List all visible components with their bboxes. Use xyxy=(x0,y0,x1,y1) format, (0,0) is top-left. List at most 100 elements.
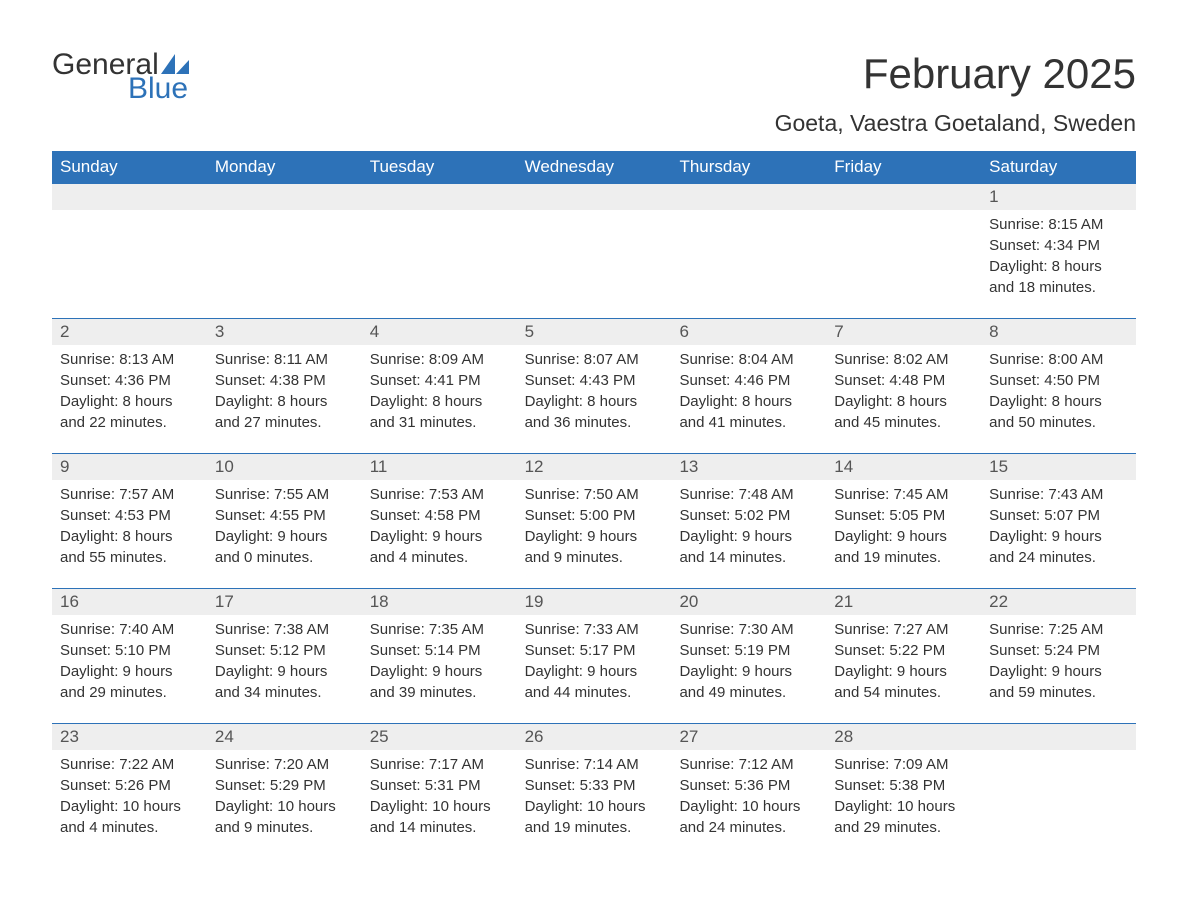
sunrise-text: Sunrise: 7:12 AM xyxy=(679,754,818,775)
daylight-text: Daylight: 9 hours and 0 minutes. xyxy=(215,526,354,568)
sunset-text: Sunset: 4:36 PM xyxy=(60,370,199,391)
day-detail xyxy=(826,210,981,318)
daylight-text: Daylight: 10 hours and 29 minutes. xyxy=(834,796,973,838)
daylight-text: Daylight: 8 hours and 36 minutes. xyxy=(525,391,664,433)
day-number: 15 xyxy=(981,454,1136,480)
sunrise-text: Sunrise: 8:04 AM xyxy=(679,349,818,370)
sunrise-text: Sunrise: 7:25 AM xyxy=(989,619,1128,640)
daylight-text: Daylight: 8 hours and 50 minutes. xyxy=(989,391,1128,433)
day-number xyxy=(207,184,362,210)
day-number xyxy=(671,184,826,210)
sunset-text: Sunset: 5:00 PM xyxy=(525,505,664,526)
sunrise-text: Sunrise: 8:02 AM xyxy=(834,349,973,370)
day-number: 3 xyxy=(207,319,362,345)
sunset-text: Sunset: 5:31 PM xyxy=(370,775,509,796)
day-number: 9 xyxy=(52,454,207,480)
day-detail: Sunrise: 7:43 AMSunset: 5:07 PMDaylight:… xyxy=(981,480,1136,588)
sunset-text: Sunset: 4:34 PM xyxy=(989,235,1128,256)
day-detail xyxy=(207,210,362,318)
day-detail: Sunrise: 7:09 AMSunset: 5:38 PMDaylight:… xyxy=(826,750,981,858)
sunrise-text: Sunrise: 8:15 AM xyxy=(989,214,1128,235)
day-number: 6 xyxy=(671,319,826,345)
day-detail: Sunrise: 7:40 AMSunset: 5:10 PMDaylight:… xyxy=(52,615,207,723)
day-detail-row: Sunrise: 7:22 AMSunset: 5:26 PMDaylight:… xyxy=(52,750,1136,858)
sunrise-text: Sunrise: 7:35 AM xyxy=(370,619,509,640)
day-number xyxy=(362,184,517,210)
day-number-row: 2345678 xyxy=(52,319,1136,345)
calendar-week: 16171819202122Sunrise: 7:40 AMSunset: 5:… xyxy=(52,588,1136,723)
sunrise-text: Sunrise: 7:45 AM xyxy=(834,484,973,505)
day-number-row: 16171819202122 xyxy=(52,589,1136,615)
daylight-text: Daylight: 8 hours and 41 minutes. xyxy=(679,391,818,433)
day-detail: Sunrise: 7:20 AMSunset: 5:29 PMDaylight:… xyxy=(207,750,362,858)
daylight-text: Daylight: 8 hours and 45 minutes. xyxy=(834,391,973,433)
day-detail: Sunrise: 8:04 AMSunset: 4:46 PMDaylight:… xyxy=(671,345,826,453)
day-number: 5 xyxy=(517,319,672,345)
weekday-header: Sunday xyxy=(52,151,207,183)
day-number: 8 xyxy=(981,319,1136,345)
day-detail: Sunrise: 7:45 AMSunset: 5:05 PMDaylight:… xyxy=(826,480,981,588)
daylight-text: Daylight: 8 hours and 27 minutes. xyxy=(215,391,354,433)
sunrise-text: Sunrise: 8:00 AM xyxy=(989,349,1128,370)
sunrise-text: Sunrise: 7:17 AM xyxy=(370,754,509,775)
day-detail xyxy=(981,750,1136,858)
sunrise-text: Sunrise: 7:14 AM xyxy=(525,754,664,775)
day-number: 23 xyxy=(52,724,207,750)
sunrise-text: Sunrise: 7:43 AM xyxy=(989,484,1128,505)
day-number-row: 9101112131415 xyxy=(52,454,1136,480)
day-number: 25 xyxy=(362,724,517,750)
daylight-text: Daylight: 10 hours and 4 minutes. xyxy=(60,796,199,838)
sunrise-text: Sunrise: 7:53 AM xyxy=(370,484,509,505)
sunset-text: Sunset: 5:10 PM xyxy=(60,640,199,661)
daylight-text: Daylight: 10 hours and 9 minutes. xyxy=(215,796,354,838)
day-number xyxy=(981,724,1136,750)
sunset-text: Sunset: 5:36 PM xyxy=(679,775,818,796)
calendar-header-row: SundayMondayTuesdayWednesdayThursdayFrid… xyxy=(52,151,1136,183)
day-number: 4 xyxy=(362,319,517,345)
day-detail: Sunrise: 8:02 AMSunset: 4:48 PMDaylight:… xyxy=(826,345,981,453)
weekday-header: Monday xyxy=(207,151,362,183)
day-number: 20 xyxy=(671,589,826,615)
day-number xyxy=(826,184,981,210)
day-detail: Sunrise: 8:13 AMSunset: 4:36 PMDaylight:… xyxy=(52,345,207,453)
daylight-text: Daylight: 9 hours and 19 minutes. xyxy=(834,526,973,568)
day-number-row: 1 xyxy=(52,184,1136,210)
sunset-text: Sunset: 5:02 PM xyxy=(679,505,818,526)
location-subtitle: Goeta, Vaestra Goetaland, Sweden xyxy=(52,110,1136,137)
sunset-text: Sunset: 5:26 PM xyxy=(60,775,199,796)
day-number: 26 xyxy=(517,724,672,750)
day-detail: Sunrise: 8:09 AMSunset: 4:41 PMDaylight:… xyxy=(362,345,517,453)
page-title: February 2025 xyxy=(863,50,1136,98)
day-detail: Sunrise: 7:25 AMSunset: 5:24 PMDaylight:… xyxy=(981,615,1136,723)
day-number: 24 xyxy=(207,724,362,750)
sunrise-text: Sunrise: 7:20 AM xyxy=(215,754,354,775)
day-number xyxy=(517,184,672,210)
day-detail: Sunrise: 7:14 AMSunset: 5:33 PMDaylight:… xyxy=(517,750,672,858)
day-detail: Sunrise: 8:11 AMSunset: 4:38 PMDaylight:… xyxy=(207,345,362,453)
sunrise-text: Sunrise: 7:33 AM xyxy=(525,619,664,640)
sunrise-text: Sunrise: 7:27 AM xyxy=(834,619,973,640)
day-number: 16 xyxy=(52,589,207,615)
day-detail: Sunrise: 7:48 AMSunset: 5:02 PMDaylight:… xyxy=(671,480,826,588)
day-detail xyxy=(52,210,207,318)
day-detail xyxy=(671,210,826,318)
day-number: 7 xyxy=(826,319,981,345)
sunrise-text: Sunrise: 8:13 AM xyxy=(60,349,199,370)
sunset-text: Sunset: 5:19 PM xyxy=(679,640,818,661)
sunrise-text: Sunrise: 7:50 AM xyxy=(525,484,664,505)
sunset-text: Sunset: 5:22 PM xyxy=(834,640,973,661)
daylight-text: Daylight: 10 hours and 14 minutes. xyxy=(370,796,509,838)
day-number: 2 xyxy=(52,319,207,345)
daylight-text: Daylight: 9 hours and 39 minutes. xyxy=(370,661,509,703)
sunrise-text: Sunrise: 7:22 AM xyxy=(60,754,199,775)
day-detail-row: Sunrise: 7:40 AMSunset: 5:10 PMDaylight:… xyxy=(52,615,1136,723)
daylight-text: Daylight: 9 hours and 9 minutes. xyxy=(525,526,664,568)
sunrise-text: Sunrise: 8:07 AM xyxy=(525,349,664,370)
day-number xyxy=(52,184,207,210)
day-detail: Sunrise: 7:50 AMSunset: 5:00 PMDaylight:… xyxy=(517,480,672,588)
brand-logo: General Blue xyxy=(52,50,189,104)
sunset-text: Sunset: 5:33 PM xyxy=(525,775,664,796)
day-detail: Sunrise: 7:27 AMSunset: 5:22 PMDaylight:… xyxy=(826,615,981,723)
sunrise-text: Sunrise: 7:30 AM xyxy=(679,619,818,640)
weekday-header: Saturday xyxy=(981,151,1136,183)
